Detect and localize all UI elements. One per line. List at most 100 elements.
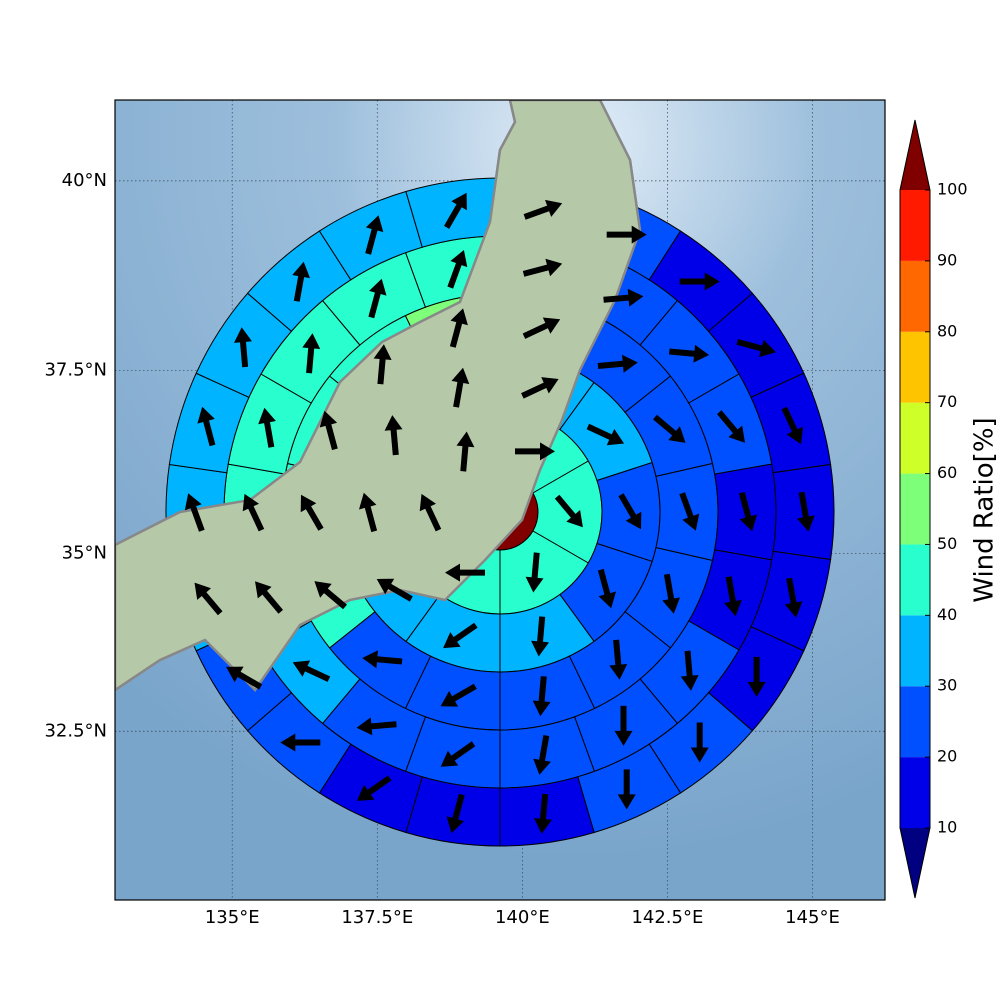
colorbar-tick-label: 100	[937, 180, 968, 199]
wind-arrow	[446, 793, 465, 834]
wind-arrow	[362, 650, 403, 669]
colorbar-tick-label: 30	[937, 676, 957, 695]
y-tick-label: 37.5°N	[44, 359, 107, 380]
wind-arrow	[738, 491, 757, 532]
wind-arrow	[554, 494, 583, 528]
wind-arrow	[197, 406, 216, 447]
wind-arrow	[614, 705, 633, 746]
colorbar-bin	[900, 544, 930, 616]
colorbar-bin	[900, 402, 930, 474]
colorbar: 10 20 30 40 50 60 70 80 90 100	[899, 119, 968, 899]
y-tick-label: 40°N	[62, 170, 107, 191]
colorbar-label: Wind Ratio[%]	[970, 417, 1000, 602]
wind-arrow	[669, 344, 710, 363]
colorbar-bin	[900, 686, 930, 758]
wind-arrow	[515, 442, 555, 461]
wind-arrow	[597, 568, 616, 609]
wind-arrow	[618, 493, 642, 530]
wind-arrow	[356, 717, 397, 736]
wind-arrow	[258, 407, 276, 448]
wind-arrow	[292, 261, 310, 302]
colorbar-tick-label: 50	[937, 534, 957, 553]
colorbar-bin	[900, 331, 930, 403]
wind-arrow	[525, 552, 544, 593]
wind-arrow	[314, 581, 347, 610]
wind-arrow	[533, 735, 551, 775]
wind-arrow	[440, 741, 476, 767]
wind-arrow	[443, 622, 478, 649]
wind-arrow	[586, 423, 625, 446]
y-tick-label: 35°N	[62, 543, 107, 564]
wind-arrow	[522, 317, 561, 339]
colorbar-tick-label: 90	[937, 250, 957, 269]
wind-arrow	[522, 258, 563, 277]
wind-arrow	[226, 666, 263, 690]
wind-arrow	[784, 577, 803, 618]
wind-arrow	[521, 377, 559, 399]
wind-arrow	[781, 406, 803, 445]
wind-arrow	[447, 250, 468, 289]
wind-arrow	[679, 272, 720, 291]
x-tick-label: 137.5°E	[341, 907, 413, 928]
wind-arrow	[255, 581, 283, 614]
wind-arrow	[356, 775, 392, 801]
wind-arrow	[747, 656, 766, 697]
wind-arrow	[603, 288, 644, 307]
x-tick-label: 145°E	[785, 907, 840, 928]
wind-arrow	[292, 660, 331, 682]
sector	[499, 776, 595, 847]
wind-arrow	[376, 578, 413, 602]
wind-arrow	[531, 616, 549, 657]
colorbar-bin	[900, 757, 930, 828]
wind-arrow	[300, 494, 324, 531]
wind-arrow	[445, 563, 485, 582]
wind-arrow	[680, 650, 699, 691]
x-tick-label: 142.5°E	[631, 907, 703, 928]
wind-arrow	[234, 327, 252, 368]
x-tick-label: 135°E	[205, 907, 260, 928]
wind-arrow	[444, 192, 467, 229]
colorbar-tick-label: 10	[937, 818, 957, 837]
wind-arrow	[523, 199, 563, 220]
wind-arrow	[606, 225, 647, 244]
wind-arrow	[419, 493, 442, 532]
y-tick-label: 32.5°N	[44, 720, 107, 741]
colorbar-over	[900, 120, 930, 190]
wind-arrow	[280, 733, 321, 752]
colorbar-tick-label: 80	[937, 321, 957, 340]
wind-arrow	[440, 683, 477, 707]
wind-arrow	[690, 722, 709, 763]
wind-arrow	[724, 576, 742, 617]
colorbar-under	[900, 828, 930, 898]
arrows	[184, 192, 815, 834]
colorbar-tick-label: 20	[937, 747, 957, 766]
wind-arrow	[302, 333, 321, 374]
wind-arrow	[319, 410, 338, 451]
wind-arrow	[597, 354, 638, 373]
wind-arrow	[184, 493, 205, 532]
axes-frame	[114, 99, 886, 901]
wind-arrow	[449, 308, 468, 348]
wind-arrow	[653, 414, 686, 443]
wind-arrow	[194, 582, 223, 616]
colorbar-bin	[900, 260, 930, 332]
wind-arrow	[679, 492, 700, 531]
colorbar-tick-label: 60	[937, 463, 957, 482]
wind-arrow	[797, 491, 815, 532]
wind-arrow	[534, 793, 552, 834]
wind-arrow	[717, 410, 745, 443]
wind-arrow	[368, 278, 387, 319]
colorbar-bin	[900, 190, 930, 261]
wind-arrow	[384, 415, 403, 456]
colorbar-bin	[900, 615, 930, 687]
wind-arrow	[359, 492, 378, 533]
wind-arrow	[242, 493, 265, 532]
wind-arrow	[456, 431, 475, 472]
wind-arrow	[609, 639, 628, 680]
sector	[405, 776, 501, 847]
wind-arrow	[373, 344, 392, 385]
colorbar-tick-label: 70	[937, 392, 957, 411]
wind-arrow	[662, 573, 680, 614]
x-tick-label: 140°E	[495, 907, 550, 928]
